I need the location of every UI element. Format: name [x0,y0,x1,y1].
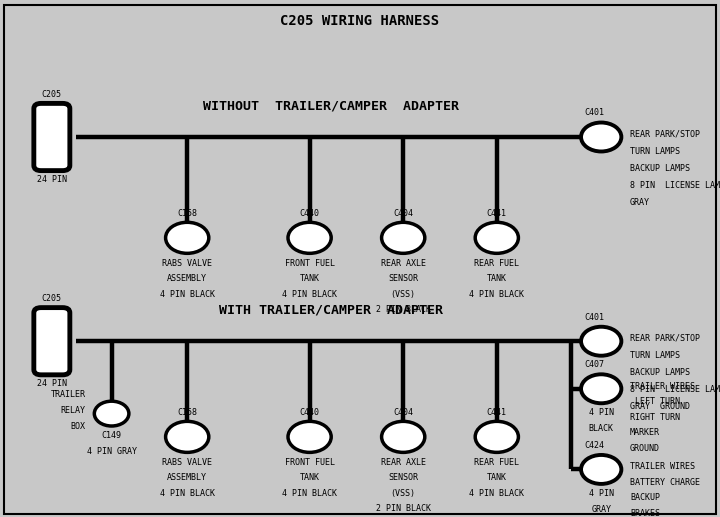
Text: 8 PIN  LICENSE LAMPS: 8 PIN LICENSE LAMPS [630,385,720,394]
Text: C158: C158 [177,209,197,218]
Circle shape [288,421,331,452]
Text: BACKUP LAMPS: BACKUP LAMPS [630,368,690,377]
Text: (VSS): (VSS) [391,290,415,298]
Text: REAR FUEL: REAR FUEL [474,258,519,267]
Text: 4 PIN BLACK: 4 PIN BLACK [282,489,337,497]
Text: 4 PIN BLACK: 4 PIN BLACK [469,290,524,298]
Text: RABS VALVE: RABS VALVE [162,258,212,267]
Text: C149: C149 [102,431,122,440]
Text: C441: C441 [487,408,507,417]
Text: RELAY: RELAY [60,406,86,415]
Text: C440: C440 [300,408,320,417]
Text: GRAY  GROUND: GRAY GROUND [630,402,690,411]
Text: REAR AXLE: REAR AXLE [381,458,426,466]
Text: TANK: TANK [300,274,320,283]
Text: 4 PIN BLACK: 4 PIN BLACK [160,489,215,497]
Text: 24 PIN: 24 PIN [37,175,67,184]
Text: C401: C401 [584,313,604,322]
Text: RIGHT TURN: RIGHT TURN [630,413,680,421]
Circle shape [166,421,209,452]
Text: 4 PIN GRAY: 4 PIN GRAY [86,447,137,455]
Text: C158: C158 [177,408,197,417]
Text: TURN LAMPS: TURN LAMPS [630,351,680,360]
Circle shape [382,421,425,452]
Text: REAR PARK/STOP: REAR PARK/STOP [630,334,700,343]
Text: TANK: TANK [300,473,320,482]
Text: (VSS): (VSS) [391,489,415,497]
Circle shape [94,401,129,426]
Text: C441: C441 [487,209,507,218]
Text: C404: C404 [393,209,413,218]
Text: C205 WIRING HARNESS: C205 WIRING HARNESS [280,13,440,28]
Text: C404: C404 [393,408,413,417]
Text: 2 PIN BLACK: 2 PIN BLACK [376,504,431,513]
Circle shape [382,222,425,253]
Text: FRONT FUEL: FRONT FUEL [284,458,335,466]
Text: FRONT FUEL: FRONT FUEL [284,258,335,267]
Circle shape [288,222,331,253]
Text: C440: C440 [300,209,320,218]
Text: 4 PIN BLACK: 4 PIN BLACK [469,489,524,497]
Circle shape [166,222,209,253]
Circle shape [475,222,518,253]
Text: C205: C205 [42,295,62,303]
Circle shape [475,421,518,452]
Text: C401: C401 [584,109,604,117]
Text: REAR PARK/STOP: REAR PARK/STOP [630,130,700,139]
Text: 4 PIN: 4 PIN [589,489,613,498]
Text: BRAKES: BRAKES [630,509,660,517]
Text: BLACK: BLACK [589,424,613,433]
Circle shape [581,327,621,356]
Text: TRAILER WIRES: TRAILER WIRES [630,382,695,390]
Text: TRAILER WIRES: TRAILER WIRES [630,462,695,471]
Text: RABS VALVE: RABS VALVE [162,458,212,466]
Text: GRAY: GRAY [591,505,611,513]
Text: SENSOR: SENSOR [388,473,418,482]
Text: WITHOUT  TRAILER/CAMPER  ADAPTER: WITHOUT TRAILER/CAMPER ADAPTER [203,99,459,113]
Text: TRAILER: TRAILER [50,390,86,400]
Text: 8 PIN  LICENSE LAMPS: 8 PIN LICENSE LAMPS [630,181,720,190]
Text: 4 PIN BLACK: 4 PIN BLACK [160,290,215,298]
Text: BOX: BOX [71,421,86,431]
FancyBboxPatch shape [34,103,70,171]
Text: MARKER: MARKER [630,428,660,437]
Text: 2 PIN BLACK: 2 PIN BLACK [376,305,431,314]
Text: ASSEMBLY: ASSEMBLY [167,274,207,283]
Text: BACKUP LAMPS: BACKUP LAMPS [630,164,690,173]
Text: BACKUP: BACKUP [630,493,660,502]
FancyBboxPatch shape [34,308,70,375]
Text: GROUND: GROUND [630,444,660,452]
Text: REAR AXLE: REAR AXLE [381,258,426,267]
Text: GRAY: GRAY [630,198,650,207]
Text: C407: C407 [584,360,604,369]
Text: C205: C205 [42,90,62,99]
Text: TURN LAMPS: TURN LAMPS [630,147,680,156]
Text: REAR FUEL: REAR FUEL [474,458,519,466]
Text: SENSOR: SENSOR [388,274,418,283]
Text: TANK: TANK [487,473,507,482]
Text: 4 PIN: 4 PIN [589,408,613,417]
Text: ASSEMBLY: ASSEMBLY [167,473,207,482]
Circle shape [581,123,621,151]
Text: 24 PIN: 24 PIN [37,379,67,388]
Text: 4 PIN BLACK: 4 PIN BLACK [282,290,337,298]
Text: BATTERY CHARGE: BATTERY CHARGE [630,478,700,486]
Text: LEFT TURN: LEFT TURN [630,397,680,406]
Circle shape [581,455,621,484]
Circle shape [581,374,621,403]
Text: TANK: TANK [487,274,507,283]
Text: C424: C424 [584,441,604,450]
Text: WITH TRAILER/CAMPER  ADAPTER: WITH TRAILER/CAMPER ADAPTER [219,303,444,317]
